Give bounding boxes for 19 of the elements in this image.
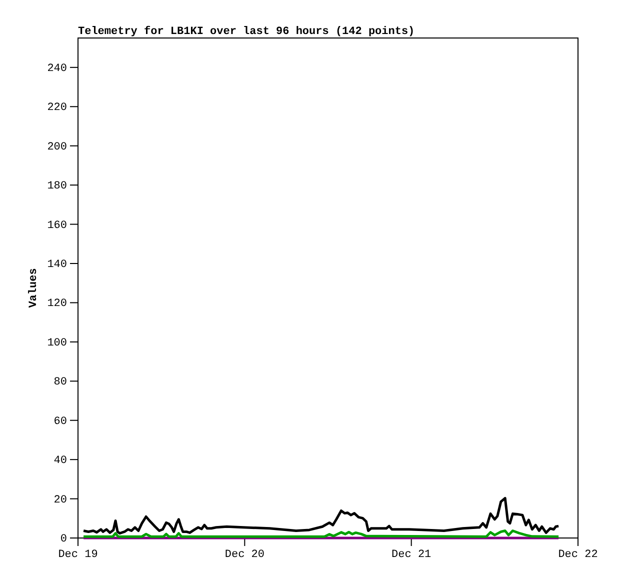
y-tick-label: 80 bbox=[54, 376, 67, 389]
y-tick-label: 20 bbox=[54, 494, 67, 506]
y-axis-title: Values bbox=[28, 268, 40, 308]
y-tick-label: 0 bbox=[60, 534, 67, 546]
y-tick-label: 120 bbox=[47, 298, 67, 310]
x-tick-label: Dec 22 bbox=[558, 548, 598, 561]
y-tick-label: 100 bbox=[47, 337, 67, 350]
x-tick-label: Dec 20 bbox=[224, 548, 264, 561]
y-tick-label: 140 bbox=[47, 259, 67, 272]
x-tick-label: Dec 19 bbox=[58, 548, 98, 561]
y-tick-label: 220 bbox=[47, 102, 67, 114]
y-tick-label: 240 bbox=[47, 62, 67, 75]
y-tick-label: 40 bbox=[54, 455, 67, 468]
y-tick-label: 160 bbox=[47, 220, 67, 232]
x-tick-label: Dec 21 bbox=[392, 548, 432, 561]
y-tick-label: 200 bbox=[47, 141, 67, 154]
y-tick-label: 60 bbox=[54, 416, 67, 428]
chart-title: Telemetry for LB1KI over last 96 hours (142 points) bbox=[78, 25, 415, 38]
y-tick-label: 180 bbox=[47, 180, 67, 193]
